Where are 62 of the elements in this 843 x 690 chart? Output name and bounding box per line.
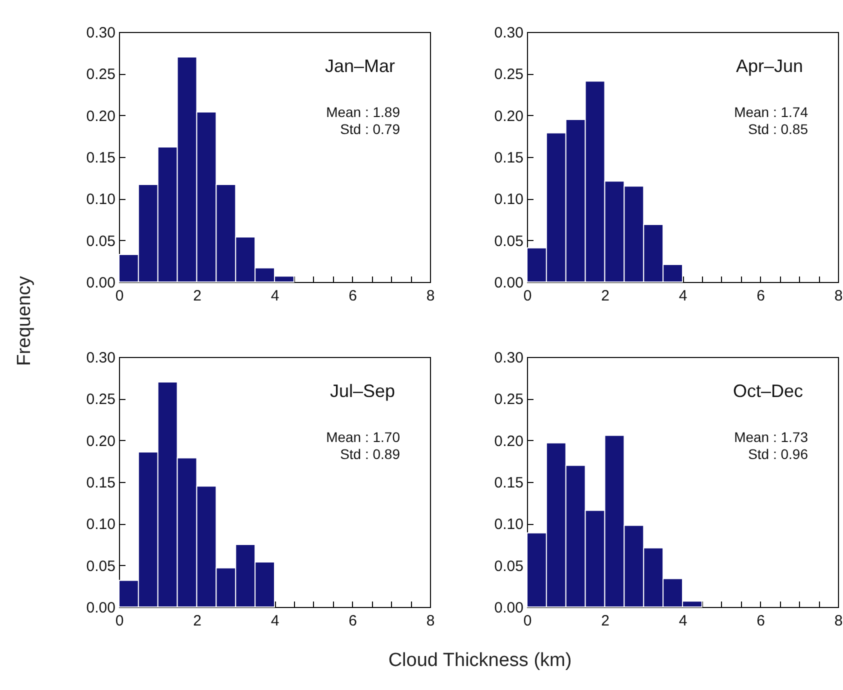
x-tick-label: 0 — [115, 288, 124, 304]
x-tick-label: 8 — [834, 612, 843, 630]
annotation: Mean : 1.70 — [326, 429, 400, 445]
annotation: Mean : 1.89 — [326, 104, 400, 120]
y-tick-label: 0.30 — [86, 24, 116, 42]
y-tick-label: 0.30 — [86, 350, 116, 366]
y-tick-label: 0.15 — [494, 150, 524, 166]
x-tick-label: 0 — [523, 288, 532, 304]
x-tick-label: 2 — [193, 612, 202, 630]
annotation: Mean : 1.74 — [734, 104, 808, 120]
x-axis-title: Cloud Thickness (km) — [387, 650, 573, 672]
y-tick-label: 0.20 — [494, 108, 524, 125]
y-axis-title: Frequency — [14, 276, 36, 366]
y-tick-label: 0.00 — [494, 600, 524, 616]
x-tick-label: 6 — [756, 612, 765, 630]
y-tick-label: 0.20 — [86, 432, 116, 450]
y-tick-label: 0.25 — [86, 66, 116, 84]
y-tick-label: 0.10 — [494, 191, 524, 208]
x-tick-label: 6 — [756, 288, 765, 304]
x-tick-label: 4 — [678, 612, 688, 630]
annotation: Oct–Dec — [732, 381, 803, 401]
y-tick-label: 0.10 — [86, 191, 116, 208]
y-tick-label: 0.05 — [86, 232, 116, 250]
x-tick-label: 0 — [115, 612, 124, 630]
annotation: Std : 0.89 — [340, 446, 400, 462]
x-tick-label: 8 — [834, 288, 843, 304]
y-tick-label: 0.20 — [494, 432, 524, 450]
x-tick-label: 4 — [678, 288, 688, 304]
y-tick-label: 0.25 — [494, 391, 524, 408]
annotation: Std : 0.79 — [340, 121, 400, 137]
x-tick-label: 4 — [270, 612, 280, 630]
y-tick-label: 0.10 — [494, 516, 524, 534]
annotation: Std : 0.96 — [748, 446, 808, 462]
y-tick-label: 0.00 — [494, 274, 524, 292]
y-tick-label: 0.05 — [494, 232, 524, 250]
y-tick-label: 0.30 — [494, 350, 524, 366]
y-tick-label: 0.15 — [86, 150, 116, 166]
x-tick-label: 8 — [426, 612, 435, 630]
y-tick-label: 0.10 — [86, 516, 116, 534]
x-tick-label: 4 — [270, 288, 280, 304]
annotation: Jan–Mar — [324, 56, 396, 76]
y-tick-label: 0.15 — [86, 474, 116, 492]
x-tick-label: 2 — [601, 288, 610, 304]
y-tick-label: 0.00 — [86, 600, 116, 616]
y-tick-label: 0.30 — [494, 24, 524, 42]
y-tick-label: 0.05 — [494, 558, 524, 575]
annotation: Mean : 1.73 — [734, 429, 808, 445]
x-tick-label: 6 — [348, 288, 357, 304]
y-tick-label: 0.15 — [494, 474, 524, 492]
y-tick-label: 0.20 — [86, 108, 116, 125]
x-tick-label: 0 — [523, 612, 532, 630]
annotation: Std : 0.85 — [748, 121, 808, 137]
y-tick-label: 0.25 — [86, 391, 116, 408]
x-tick-label: 6 — [348, 612, 357, 630]
y-tick-label: 0.25 — [494, 66, 524, 84]
x-tick-label: 2 — [193, 288, 202, 304]
x-tick-label: 2 — [601, 612, 610, 630]
x-tick-label: 8 — [426, 288, 435, 304]
annotation: Jul–Sep — [330, 381, 395, 401]
y-tick-label: 0.00 — [86, 274, 116, 292]
annotation: Apr–Jun — [736, 56, 803, 76]
y-tick-label: 0.05 — [86, 558, 116, 575]
